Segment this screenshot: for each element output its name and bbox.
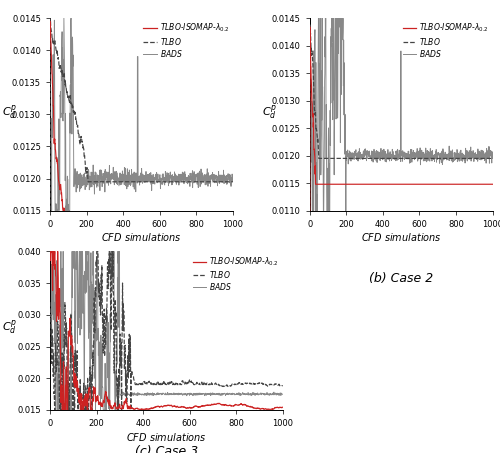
- Legend: $\mathit{TLBO}$-$\mathit{ISOMAP}$-$\mathit{\lambda}_{0.2}$, $\mathit{TLBO}$, $\m: $\mathit{TLBO}$-$\mathit{ISOMAP}$-$\math…: [191, 254, 280, 294]
- Text: (b) Case 2: (b) Case 2: [369, 272, 433, 285]
- Y-axis label: $C_d^p$: $C_d^p$: [2, 319, 17, 337]
- X-axis label: $\mathit{CFD\ simulations}$: $\mathit{CFD\ simulations}$: [126, 431, 206, 443]
- Legend: $\mathit{TLBO}$-$\mathit{ISOMAP}$-$\mathit{\lambda}_{0.2}$, $\mathit{TLBO}$, $\m: $\mathit{TLBO}$-$\mathit{ISOMAP}$-$\math…: [401, 20, 490, 60]
- Y-axis label: $C_d^p$: $C_d^p$: [2, 104, 18, 122]
- Text: (c) Case 3: (c) Case 3: [134, 445, 198, 453]
- Y-axis label: $C_d^p$: $C_d^p$: [262, 104, 277, 122]
- Legend: $\mathit{TLBO}$-$\mathit{ISOMAP}$-$\mathit{\lambda}_{0.2}$, $\mathit{TLBO}$, $\m: $\mathit{TLBO}$-$\mathit{ISOMAP}$-$\math…: [142, 20, 231, 60]
- Text: (a) Case 1: (a) Case 1: [110, 272, 174, 285]
- X-axis label: $\mathit{CFD\ simulations}$: $\mathit{CFD\ simulations}$: [101, 231, 182, 243]
- X-axis label: $\mathit{CFD\ simulations}$: $\mathit{CFD\ simulations}$: [360, 231, 442, 243]
